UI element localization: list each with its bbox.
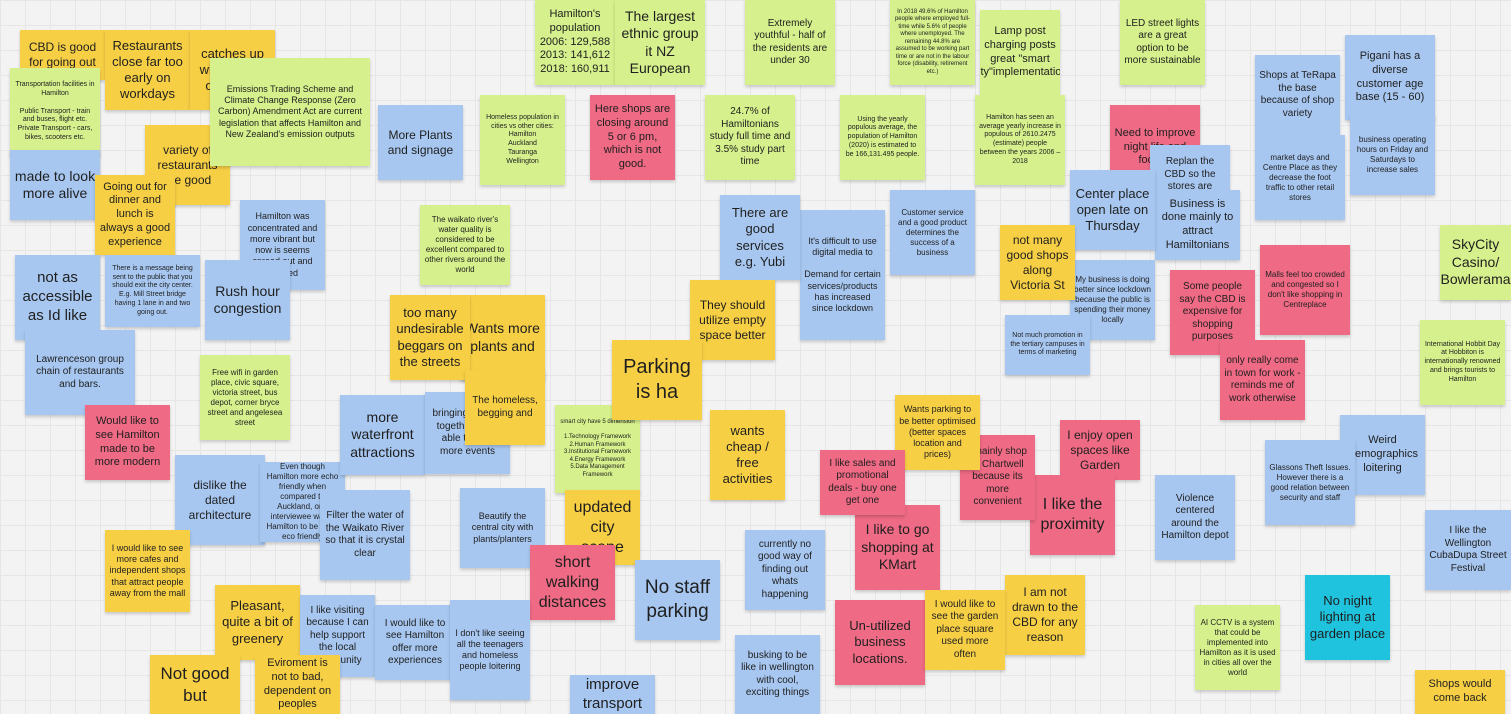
sticky-note[interactable]: The largest ethnic group it NZ European (615, 0, 705, 85)
sticky-note[interactable]: Using the yearly populous average, the p… (840, 95, 925, 180)
sticky-note[interactable]: Pigani has a diverse customer age base (… (1345, 35, 1435, 120)
sticky-note[interactable]: My business is doing better since lockdo… (1070, 260, 1155, 340)
sticky-note[interactable]: Homeless population in cities vs other c… (480, 95, 565, 185)
sticky-note[interactable]: I enjoy open spaces like Garden (1060, 420, 1140, 480)
sticky-note[interactable]: Free wifi in garden place, civic square,… (200, 355, 290, 440)
sticky-note[interactable]: I like to go shopping at KMart (855, 505, 940, 590)
sticky-note[interactable]: Un-utilized business locations. (835, 600, 925, 685)
sticky-note[interactable]: Transportation facilities in Hamilton Pu… (10, 68, 100, 156)
sticky-note[interactable]: More Plants and signage (378, 105, 463, 180)
sticky-note[interactable]: Emissions Trading Scheme and Climate Cha… (210, 58, 370, 166)
sticky-note[interactable]: Filter the water of the Waikato River so… (320, 490, 410, 580)
sticky-note[interactable]: I am not drawn to the CBD for any reason (1005, 575, 1085, 655)
sticky-note[interactable]: I don't like seeing all the teenagers an… (450, 600, 530, 700)
sticky-note[interactable]: Center place open late on Thursday (1070, 170, 1155, 250)
sticky-note[interactable]: No staff parking (635, 560, 720, 640)
sticky-note[interactable]: Wants more plants and (460, 295, 545, 380)
sticky-note[interactable]: Extremely youthful - half of the residen… (745, 0, 835, 85)
sticky-note[interactable]: short walking distances (530, 545, 615, 620)
sticky-note[interactable]: Business is done mainly to attract Hamil… (1155, 190, 1240, 260)
sticky-note[interactable]: They should utilize empty space better (690, 280, 775, 360)
sticky-note[interactable]: wants cheap / free activities (710, 410, 785, 500)
sticky-note[interactable]: Eviroment is not to bad, dependent on pe… (255, 655, 340, 714)
sticky-note[interactable]: The homeless, begging and (465, 370, 545, 445)
sticky-note[interactable]: Lawrenceson group chain of restaurants a… (25, 330, 135, 415)
sticky-note[interactable]: I would like to see the garden place squ… (925, 590, 1005, 670)
sticky-note[interactable]: 24.7% of Hamiltonians study full time an… (705, 95, 795, 180)
sticky-note[interactable]: Not good but (150, 655, 240, 714)
sticky-note[interactable]: No night lighting at garden place (1305, 575, 1390, 660)
sticky-note[interactable]: business operating hours on Friday and S… (1350, 115, 1435, 195)
sticky-note[interactable]: only really come in town for work - remi… (1220, 340, 1305, 420)
sticky-note[interactable]: I would like to see Hamilton offer more … (375, 605, 455, 680)
sticky-note[interactable]: market days and Centre Place as they dec… (1255, 135, 1345, 220)
sticky-note[interactable]: currently no good way of finding out wha… (745, 530, 825, 610)
sticky-note[interactable]: Parking is ha (612, 340, 702, 420)
sticky-note[interactable]: Would like to see Hamilton made to be mo… (85, 405, 170, 480)
sticky-note[interactable]: There is a message being sent to the pub… (105, 255, 200, 327)
sticky-note[interactable]: The waikato river's water quality is con… (420, 205, 510, 285)
sticky-note[interactable]: I like the proximity (1030, 475, 1115, 555)
sticky-note[interactable]: LED street lights are a great option to … (1120, 0, 1205, 85)
sticky-note[interactable]: Pleasant, quite a bit of greenery (215, 585, 300, 660)
sticky-note[interactable]: Customer service and a good product dete… (890, 190, 975, 275)
sticky-note[interactable]: Rush hour congestion (205, 260, 290, 340)
sticky-note[interactable]: Violence centered around the Hamilton de… (1155, 475, 1235, 560)
sticky-note[interactable]: I like sales and promotional deals - buy… (820, 450, 905, 515)
sticky-note[interactable]: too many undesirable beggars on the stre… (390, 295, 470, 380)
sticky-note[interactable]: It's difficult to use digital media to D… (800, 210, 885, 340)
sticky-note[interactable]: Wants parking to be better optimised (be… (895, 395, 980, 470)
sticky-note[interactable]: made to look more alive (10, 150, 100, 220)
sticky-note[interactable]: not many good shops along Victoria St (1000, 225, 1075, 300)
sticky-note[interactable]: not as accessible as Id like (15, 255, 100, 340)
sticky-note[interactable]: Lamp post charging posts great "smart ci… (980, 10, 1060, 95)
sticky-note[interactable]: Shops would come back (1415, 670, 1505, 714)
sticky-note[interactable]: International Hobbit Day at Hobbiton is … (1420, 320, 1505, 405)
sticky-note[interactable]: AI CCTV is a system that could be implem… (1195, 605, 1280, 690)
sticky-note[interactable]: Here shops are closing around 5 or 6 pm,… (590, 95, 675, 180)
sticky-note[interactable]: I would like to see more cafes and indep… (105, 530, 190, 612)
sticky-note[interactable]: In 2018 49.6% of Hamilton people where e… (890, 0, 975, 85)
sticky-note[interactable]: Hamilton has seen an average yearly incr… (975, 95, 1065, 185)
sticky-note[interactable]: Hamilton's population 2006: 129,588 2013… (535, 0, 615, 85)
sticky-note[interactable]: SkyCity Casino/ Bowlerama (1440, 225, 1511, 300)
sticky-note[interactable]: Malls feel too crowded and congested so … (1260, 245, 1350, 335)
sticky-note[interactable]: more waterfront attractions (340, 395, 425, 475)
sticky-note[interactable]: Shops at TeRapa the base because of shop… (1255, 55, 1340, 135)
sticky-note[interactable]: Not much promotion in the tertiary campu… (1005, 315, 1090, 375)
sticky-note[interactable]: Restaurants close far too early on workd… (105, 30, 190, 110)
sticky-note[interactable]: Going out for dinner and lunch is always… (95, 175, 175, 255)
sticky-note[interactable]: Glassons Theft Issues. However there is … (1265, 440, 1355, 525)
sticky-note[interactable]: improve transport (570, 675, 655, 714)
sticky-note[interactable]: dislike the dated architecture (175, 455, 265, 545)
sticky-note[interactable]: There are good services e.g. Yubi (720, 195, 800, 280)
sticky-note[interactable]: busking to be like in wellington with co… (735, 635, 820, 714)
sticky-note[interactable]: I like the Wellington CubaDupa Street Fe… (1425, 510, 1511, 590)
